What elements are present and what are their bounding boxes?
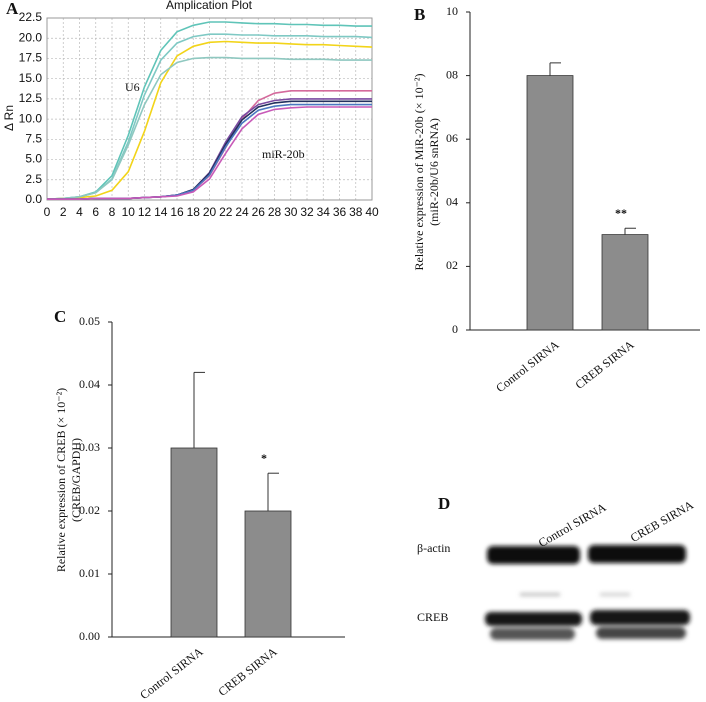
y-tick-label: 02	[446, 258, 458, 272]
x-tick-label: 26	[252, 205, 266, 219]
amplification-curve	[47, 98, 372, 200]
x-tick-label: 8	[109, 205, 116, 219]
row-label: CREB	[417, 610, 448, 624]
x-tick-label: 10	[122, 205, 136, 219]
y-tick-label: 5.0	[25, 152, 42, 166]
y-tick-label: 22.5	[19, 10, 43, 24]
y-tick-label: 17.5	[19, 51, 43, 65]
amplification-curve	[47, 106, 372, 200]
y-tick-label: 20.0	[19, 30, 43, 44]
bar	[170, 447, 218, 638]
lane-label: Control SIRNA	[536, 500, 609, 550]
y-tick-label: 12.5	[19, 91, 43, 105]
x-tick-label: 12	[138, 205, 152, 219]
bands	[485, 545, 690, 640]
x-tick-label: 30	[284, 205, 298, 219]
y-axis-label: Relative expression of CREB (× 10⁻²)	[54, 388, 68, 572]
panel-letter: D	[438, 494, 450, 513]
y-tick-label: 10	[446, 4, 458, 18]
x-tick-label: 28	[268, 205, 282, 219]
x-tick-label: 20	[203, 205, 217, 219]
chart-title: Amplication Plot	[166, 0, 253, 12]
bar	[601, 234, 649, 331]
x-tick-label: 32	[300, 205, 314, 219]
panel-letter: B	[414, 5, 425, 24]
x-tick-label: 14	[154, 205, 168, 219]
y-tick-label: 0.04	[79, 377, 100, 391]
x-tick-label: CREB SIRNA	[572, 337, 636, 392]
x-tick-label: 24	[235, 205, 249, 219]
y-tick-label: 06	[446, 131, 458, 145]
y-tick-label: 7.5	[25, 132, 42, 146]
western-blot: D Control SIRNA CREB SIRNA β-actin CREB	[417, 494, 696, 640]
significance-mark: **	[615, 206, 627, 220]
significance-mark: *	[261, 451, 267, 465]
y-tick-label: 0.03	[79, 440, 100, 454]
x-tick-label: 22	[219, 205, 233, 219]
x-tick-label: 6	[92, 205, 99, 219]
x-tick-label: 18	[187, 205, 201, 219]
x-tick-label: 16	[170, 205, 184, 219]
x-tick-label: 4	[76, 205, 83, 219]
bar	[526, 75, 574, 331]
y-tick-label: 0.01	[79, 566, 100, 580]
y-tick-label: 10.0	[19, 111, 43, 125]
y-tick-label: 0.05	[79, 314, 100, 328]
x-tick-label: Control SIRNA	[493, 337, 562, 395]
panel-letter: C	[54, 307, 66, 326]
panel-letter: A	[6, 0, 19, 18]
x-tick-label: 34	[317, 205, 331, 219]
amplification-curve	[46, 40, 373, 200]
plot-frame	[46, 17, 373, 201]
y-tick-label: 15.0	[19, 71, 43, 85]
y-axis-label: Relative expression of MiR-20b (× 10⁻²)	[412, 73, 426, 270]
y-tick-label: 0	[452, 322, 458, 336]
y-tick-label: 04	[446, 195, 458, 209]
curve-annotation: miR-20b	[262, 147, 305, 161]
curve-annotation: U6	[125, 80, 140, 94]
bar	[244, 510, 292, 638]
x-tick-label: CREB SIRNA	[215, 644, 279, 699]
y-axis-label: (miR-20b/U6 snRNA)	[427, 118, 441, 226]
y-tick-label: 08	[446, 67, 458, 81]
amplification-curve	[46, 56, 372, 200]
x-tick-label: 40	[365, 205, 379, 219]
x-tick-label: 2	[60, 205, 67, 219]
amplification-curve	[46, 21, 372, 200]
x-tick-label: Control SIRNA	[137, 644, 206, 702]
row-label: β-actin	[417, 541, 450, 555]
lane-label: CREB SIRNA	[628, 498, 696, 545]
y-axis-label: (CREB/GAPDH)	[69, 438, 83, 522]
y-axis-label: Δ Rn	[2, 105, 16, 131]
y-tick-label: 2.5	[25, 172, 42, 186]
y-tick-label: 0.00	[79, 629, 100, 643]
x-tick-label: 36	[333, 205, 347, 219]
y-tick-label: 0.02	[79, 503, 100, 517]
y-tick-label: 0.0	[25, 192, 42, 206]
x-tick-label: 38	[349, 205, 363, 219]
x-tick-label: 0	[44, 205, 51, 219]
